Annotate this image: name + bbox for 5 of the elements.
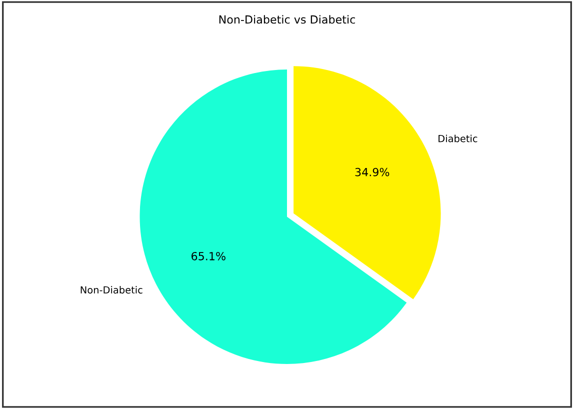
slice-label: Diabetic xyxy=(438,134,478,142)
data-label: 65.1% xyxy=(192,252,226,260)
slice-label: Non-Diabetic xyxy=(80,286,142,294)
data-label: 34.9% xyxy=(355,168,390,176)
chart-title: Non-Diabetic vs Diabetic xyxy=(219,15,355,24)
